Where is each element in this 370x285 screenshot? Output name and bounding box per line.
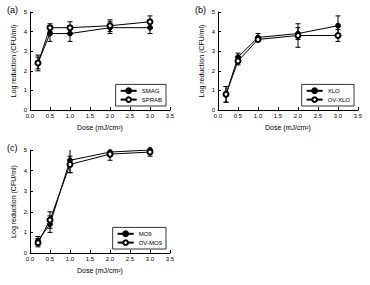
svg-text:2: 2	[212, 68, 216, 74]
svg-text:(a): (a)	[7, 5, 18, 15]
svg-text:2.0: 2.0	[106, 256, 115, 262]
svg-text:0.0: 0.0	[26, 256, 35, 262]
svg-text:3.5: 3.5	[166, 256, 175, 262]
svg-text:0: 0	[211, 107, 215, 113]
svg-text:0.0: 0.0	[214, 113, 223, 119]
svg-text:1.0: 1.0	[66, 113, 75, 119]
svg-text:2: 2	[24, 209, 28, 215]
svg-text:0: 0	[23, 250, 27, 256]
svg-text:0.0: 0.0	[26, 113, 35, 119]
svg-text:5: 5	[24, 9, 28, 15]
svg-text:2.0: 2.0	[294, 113, 303, 119]
svg-text:MO9: MO9	[139, 231, 153, 237]
svg-text:Log reduction (CFU/ml): Log reduction (CFU/ml)	[10, 25, 18, 98]
svg-text:5: 5	[24, 147, 28, 153]
svg-text:3.0: 3.0	[146, 113, 155, 119]
svg-text:1.0: 1.0	[254, 113, 263, 119]
svg-text:Dose (mJ/cm²): Dose (mJ/cm²)	[77, 267, 123, 275]
svg-text:1.5: 1.5	[86, 113, 95, 119]
svg-text:2.5: 2.5	[126, 256, 135, 262]
svg-text:2.5: 2.5	[314, 113, 323, 119]
svg-text:1.5: 1.5	[86, 256, 95, 262]
svg-text:2.0: 2.0	[106, 113, 115, 119]
svg-text:(b): (b)	[195, 5, 206, 15]
svg-text:SMAG: SMAG	[142, 88, 160, 94]
svg-text:OV-MO9: OV-MO9	[139, 240, 163, 246]
svg-text:Log reduction (CFU/ml): Log reduction (CFU/ml)	[198, 25, 206, 98]
svg-text:(c): (c)	[7, 143, 18, 153]
svg-text:Dose (mJ/cm²): Dose (mJ/cm²)	[77, 124, 123, 132]
svg-text:4: 4	[24, 168, 28, 174]
svg-text:OV-XLO: OV-XLO	[328, 97, 351, 103]
svg-text:4: 4	[212, 29, 216, 35]
svg-text:3: 3	[24, 48, 28, 54]
svg-text:1.5: 1.5	[274, 113, 283, 119]
svg-text:1: 1	[24, 229, 28, 235]
svg-text:Log reduction (CFU/ml): Log reduction (CFU/ml)	[10, 165, 18, 238]
svg-text:5: 5	[212, 9, 216, 15]
svg-text:1.0: 1.0	[66, 256, 75, 262]
svg-text:3.5: 3.5	[354, 113, 363, 119]
svg-text:XLO: XLO	[328, 88, 340, 94]
svg-text:SPRAB: SPRAB	[142, 97, 162, 103]
svg-text:0.5: 0.5	[234, 113, 243, 119]
svg-text:2: 2	[24, 68, 28, 74]
svg-text:1: 1	[212, 87, 216, 93]
svg-text:3: 3	[212, 48, 216, 54]
svg-text:1: 1	[24, 87, 28, 93]
svg-text:3.5: 3.5	[166, 113, 175, 119]
svg-text:3.0: 3.0	[334, 113, 343, 119]
svg-text:3.0: 3.0	[146, 256, 155, 262]
svg-text:3: 3	[24, 188, 28, 194]
svg-text:0: 0	[23, 107, 27, 113]
svg-text:Dose (mJ/cm²): Dose (mJ/cm²)	[265, 124, 311, 132]
svg-text:0.5: 0.5	[46, 113, 55, 119]
svg-text:4: 4	[24, 29, 28, 35]
svg-text:0.5: 0.5	[46, 256, 55, 262]
svg-text:2.5: 2.5	[126, 113, 135, 119]
